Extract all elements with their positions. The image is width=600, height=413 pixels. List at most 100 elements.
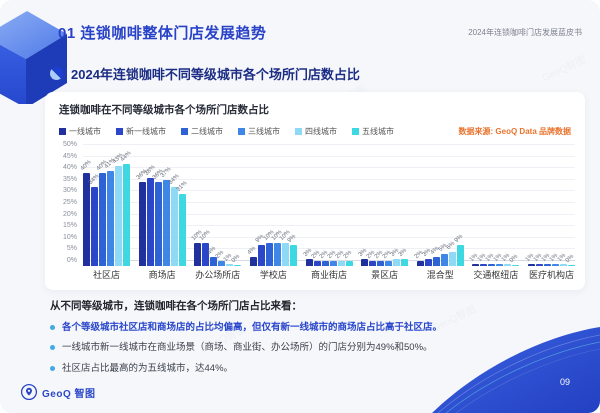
bar-五线城市: 31% xyxy=(175,180,188,266)
bar-一线城市: 1% xyxy=(469,252,480,266)
category-label: 景区店 xyxy=(371,270,399,280)
bar-value-label: 34% xyxy=(167,173,181,187)
bar-group-交通枢纽店: 1% 1% 1% 1% 1% 0% 交通枢纽店 xyxy=(469,150,520,283)
y-axis: 0% 5% 10% 15% 20% 25% 30% 35% 40% 45% 50% xyxy=(57,141,81,264)
bar-五线城市: 2% xyxy=(342,250,353,266)
gridline xyxy=(83,178,575,180)
bar-四线城市: 1% xyxy=(223,252,233,266)
bar-三线城市: 2% xyxy=(215,250,225,266)
bar-二线城市: 10% xyxy=(263,229,275,266)
bar-五线城市: 0% xyxy=(231,254,241,266)
bar-新一线城市: 2% xyxy=(366,250,376,266)
y-tick-label: 50% xyxy=(62,141,77,148)
y-tick-label: 10% xyxy=(62,233,77,241)
gridline xyxy=(83,144,575,145)
legend-swatch xyxy=(352,128,359,135)
bar-group-混合型: 2% 3% 4% 5% 6% 9% 混合型 xyxy=(414,150,464,283)
chart-legend: 一线城市 新一线城市 二线城市 三线城市 四线城市 五线城市 数据来源: GeoQ Dat… xyxy=(59,126,571,137)
insights-bullets: 各个等级城市社区店和商场店的占比均偏高，但仅有新一线城市的商场店占比高于社区店。… xyxy=(50,322,565,375)
bar-group-商场店: 36% 38% 36% 37% 34% 31% 商场店 xyxy=(135,150,188,283)
legend-swatch xyxy=(116,128,123,135)
bar-chart: 0% 5% 10% 15% 20% 25% 30% 35% 40% 45% 50% 40% 34% 40… xyxy=(57,141,577,283)
bar-group-景区店: 3% 2% 2% 2% 3% 3% 景区店 xyxy=(358,150,409,283)
bar-四线城市: 34% xyxy=(167,173,180,266)
bar-新一线城市: 10% xyxy=(199,229,212,266)
legend-swatch xyxy=(59,128,66,135)
section-title: 2024年连锁咖啡不同等级城市各个场所门店数占比 xyxy=(71,67,360,82)
bar-五线城市: 9% xyxy=(287,234,297,266)
y-tick-label: 40% xyxy=(62,164,77,172)
bars: 3% 2% 2% 2% 3% 3% xyxy=(358,150,409,266)
legend-swatch xyxy=(295,128,302,135)
bar-一线城市: 3% xyxy=(358,248,368,266)
bars: 1% 1% 1% 1% 1% 0% xyxy=(469,150,520,266)
y-tick-label: 0% xyxy=(66,257,77,264)
chart-title: 连锁咖啡在不同等级城市各个场所门店数占比 xyxy=(59,104,269,116)
bar-五线城市: 9% xyxy=(454,234,464,266)
legend-label: 一线城市 xyxy=(69,127,101,136)
bar-新一线城市: 1% xyxy=(477,252,488,266)
insight-bullet-3: 社区店占比最高的为五线城市，达44%。 xyxy=(50,363,565,375)
bar-一线城市: 1% xyxy=(525,252,535,266)
gridline xyxy=(83,213,575,215)
bar-二线城市: 1% xyxy=(485,252,496,266)
y-tick-label: 45% xyxy=(62,152,77,160)
bars: 1% 1% 1% 1% 1% 0% xyxy=(525,150,575,266)
bar-五线城市: 44% xyxy=(120,150,132,266)
gridline xyxy=(83,190,575,192)
bars: 2% 3% 4% 5% 6% 9% xyxy=(414,150,464,266)
gridline xyxy=(83,167,575,169)
category-label: 商业街店 xyxy=(310,270,347,280)
bar-一线城市: 36% xyxy=(135,169,148,266)
bar-三线城市: 5% xyxy=(438,243,448,266)
y-tick-label: 30% xyxy=(62,187,77,195)
legend-item-一线城市: 一线城市 xyxy=(59,126,101,137)
bar-五线城市: 0% xyxy=(509,254,520,266)
bar-三线城市: 1% xyxy=(493,252,504,266)
bar-三线城市: 2% xyxy=(382,250,392,266)
legend-swatch xyxy=(238,128,245,135)
bars: 3% 2% 2% 2% 2% 2% xyxy=(302,150,353,266)
bullet-text: 各个等级城市社区店和商场店的占比均偏高，但仅有新一线城市的商场店占比高于社区店。 xyxy=(62,322,443,333)
bar-四线城市: 1% xyxy=(501,252,512,266)
legend-item-三线城市: 三线城市 xyxy=(238,126,280,137)
bar-新一线城市: 9% xyxy=(255,234,265,266)
y-tick-label: 15% xyxy=(62,222,77,230)
y-tick-label: 35% xyxy=(62,175,77,183)
category-label: 混合型 xyxy=(426,270,454,280)
legend-label: 五线城市 xyxy=(362,127,394,136)
bar-三线城市: 1% xyxy=(549,252,559,266)
legend-label: 二线城市 xyxy=(191,127,223,136)
chart-card: 连锁咖啡在不同等级城市各个场所门店数占比 一线城市 新一线城市 二线城市 三线城市 四线… xyxy=(45,92,585,290)
bullet-dot-icon xyxy=(50,345,55,351)
gridline xyxy=(83,248,575,250)
bar-四线城市: 6% xyxy=(446,241,456,266)
bar-value-label: 3% xyxy=(397,247,409,259)
category-label: 学校店 xyxy=(259,270,287,280)
bar-一线城市: 2% xyxy=(414,250,424,266)
section-title-row: 2024年连锁咖啡不同等级城市各个场所门店数占比 xyxy=(50,64,360,83)
bar-三线城市: 10% xyxy=(271,229,283,266)
insight-bullet-1: 各个等级城市社区店和商场店的占比均偏高，但仅有新一线城市的商场店占比高于社区店。 xyxy=(50,322,565,334)
document-title: 2024年连锁咖啡门店发展蓝皮书 xyxy=(468,28,582,37)
insight-bullet-2: 一线城市新一线城市在商业场景（商场、商业街、办公场所）的门店分别为49%和50%… xyxy=(50,342,565,354)
cube-decoration xyxy=(0,11,67,104)
bar-一线城市: 4% xyxy=(247,245,257,266)
bar-新一线城市: 3% xyxy=(422,248,432,266)
gridline xyxy=(83,225,575,227)
gridline xyxy=(83,202,575,203)
bar-四线城市: 3% xyxy=(390,248,400,266)
y-tick-label: 25% xyxy=(62,199,77,206)
bar-value-label: 44% xyxy=(119,150,133,163)
bar-二线城市: 4% xyxy=(207,245,217,266)
data-source-note: 数据来源: GeoQ Data 品牌数据 xyxy=(458,127,571,136)
gridline xyxy=(83,260,575,261)
page-title: 01 连锁咖啡整体门店发展趋势 xyxy=(58,25,267,42)
legend-item-新一线城市: 新一线城市 xyxy=(116,126,166,137)
legend-label: 三线城市 xyxy=(248,127,280,136)
page-number: 09 xyxy=(559,377,570,387)
bar-一线城市: 40% xyxy=(80,159,92,266)
bar-五线城市: 0% xyxy=(565,254,575,266)
bar-二线城市: 2% xyxy=(318,250,329,266)
